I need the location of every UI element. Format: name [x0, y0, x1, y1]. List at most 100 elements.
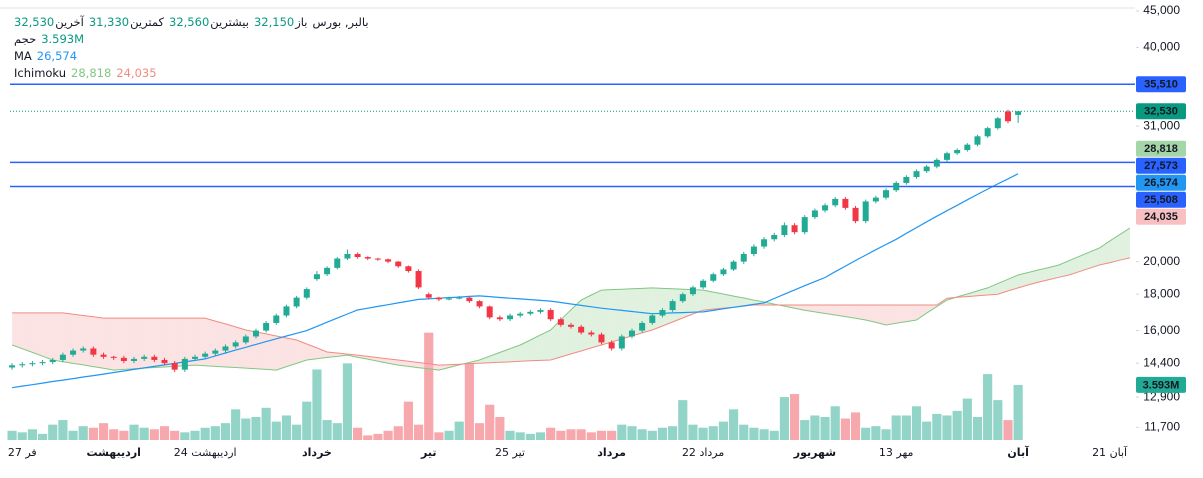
cloud-fill: [255, 331, 267, 370]
volume-bar: [962, 398, 972, 440]
cloud-fill: [621, 288, 632, 340]
candle-body: [232, 342, 239, 347]
candle-body: [811, 210, 818, 218]
candle-body: [700, 280, 707, 288]
candle-body: [435, 297, 442, 300]
cloud-fill: [1079, 252, 1090, 272]
candle-body: [151, 356, 158, 360]
volume-bar: [718, 421, 729, 440]
ma-value: 26,574: [36, 49, 78, 63]
candle-body: [547, 310, 554, 320]
volume-bar: [58, 420, 68, 440]
cloud-fill: [32, 312, 43, 357]
candle-body: [273, 315, 280, 323]
cloud-fill: [428, 363, 439, 371]
candle-body: [964, 144, 971, 151]
volume-bar: [698, 427, 708, 440]
volume-bar: [98, 423, 109, 440]
volume-bar: [1013, 384, 1023, 440]
cloud-fill: [520, 340, 531, 362]
y-tick-label: 40,000: [1143, 40, 1180, 54]
ma-row: MA 26,574: [14, 48, 369, 65]
candle-body: [19, 364, 26, 366]
candle-body: [801, 217, 808, 233]
volume-bar: [393, 426, 403, 440]
volume-bar: [678, 400, 688, 440]
volume-bar: [129, 424, 139, 440]
volume-bar: [424, 332, 434, 440]
volume-bar: [850, 412, 861, 440]
ichimoku-a-value: 28,818: [71, 66, 112, 80]
volume-bar: [911, 406, 922, 440]
volume-bar: [779, 397, 789, 440]
candle-body: [954, 150, 961, 154]
volume-bar: [535, 432, 546, 440]
candle-body: [944, 153, 950, 160]
cloud-fill: [713, 292, 724, 310]
cloud-fill: [22, 312, 33, 353]
volume-bar: [464, 363, 474, 440]
candle-body: [120, 357, 127, 362]
candle-body: [283, 306, 290, 316]
cloud-fill: [1018, 272, 1029, 288]
volume-bar: [332, 423, 342, 440]
y-tick-label: 20,000: [1143, 254, 1180, 268]
cloud-fill: [134, 318, 145, 369]
candle-body: [507, 315, 514, 320]
y-tick-label: 31,000: [1143, 118, 1180, 132]
volume-bar: [617, 424, 627, 440]
cloud-fill: [83, 315, 94, 367]
cloud-fill: [825, 305, 836, 315]
cloud-fill: [1119, 227, 1130, 261]
volume-bar: [48, 424, 58, 440]
candle-body: [252, 330, 259, 337]
price-tag-label: 28,818: [1144, 143, 1178, 155]
ohlc-name: کمترین: [130, 15, 165, 29]
volume-bar: [363, 435, 373, 440]
volume-bar: [495, 417, 505, 440]
candle-body: [181, 358, 188, 370]
candle-body: [517, 313, 524, 316]
cloud-fill: [723, 294, 734, 309]
ohlc-value: 32,560: [169, 15, 210, 29]
cloud-fill: [845, 305, 856, 319]
price-tag-label: 32,530: [1144, 106, 1178, 118]
candle-body: [842, 198, 849, 208]
volume-bar: [810, 415, 820, 440]
volume-bar: [820, 417, 830, 440]
ohlc-value: 31,330: [88, 15, 130, 29]
volume-tag-label: 3.593M: [1143, 379, 1180, 391]
candle-body: [852, 207, 859, 222]
candle-body: [242, 336, 249, 343]
volume-bar: [200, 427, 210, 440]
candle-body: [202, 353, 209, 357]
volume-bar: [170, 430, 180, 440]
volume-bar: [861, 427, 871, 440]
ohlc-name: آخرین: [55, 15, 84, 29]
cloud-fill: [855, 305, 866, 320]
candle-body: [405, 266, 412, 272]
cloud-fill: [814, 305, 826, 314]
candle-body: [9, 365, 16, 368]
price-tag: [1136, 208, 1186, 225]
price-tag-label: 35,510: [1144, 79, 1178, 91]
volume-bar: [312, 369, 322, 440]
candle-body: [90, 348, 97, 355]
candle-body: [578, 326, 585, 333]
cloud-fill: [703, 290, 714, 311]
candle-body: [222, 346, 229, 351]
volume-bar: [932, 413, 942, 440]
candle-body: [659, 310, 666, 316]
candle-body: [293, 297, 300, 307]
cloud-fill: [286, 338, 297, 367]
volume-bar: [292, 424, 302, 440]
volume-bar: [627, 426, 637, 440]
candle-body: [456, 297, 463, 299]
ohlc-name: بیشترین: [210, 15, 249, 29]
volume-bar: [27, 429, 37, 440]
ohlc-item: باز 32,150: [254, 14, 308, 31]
cloud-fill: [154, 318, 165, 368]
cloud-fill: [266, 333, 277, 371]
cloud-fill: [652, 287, 663, 331]
